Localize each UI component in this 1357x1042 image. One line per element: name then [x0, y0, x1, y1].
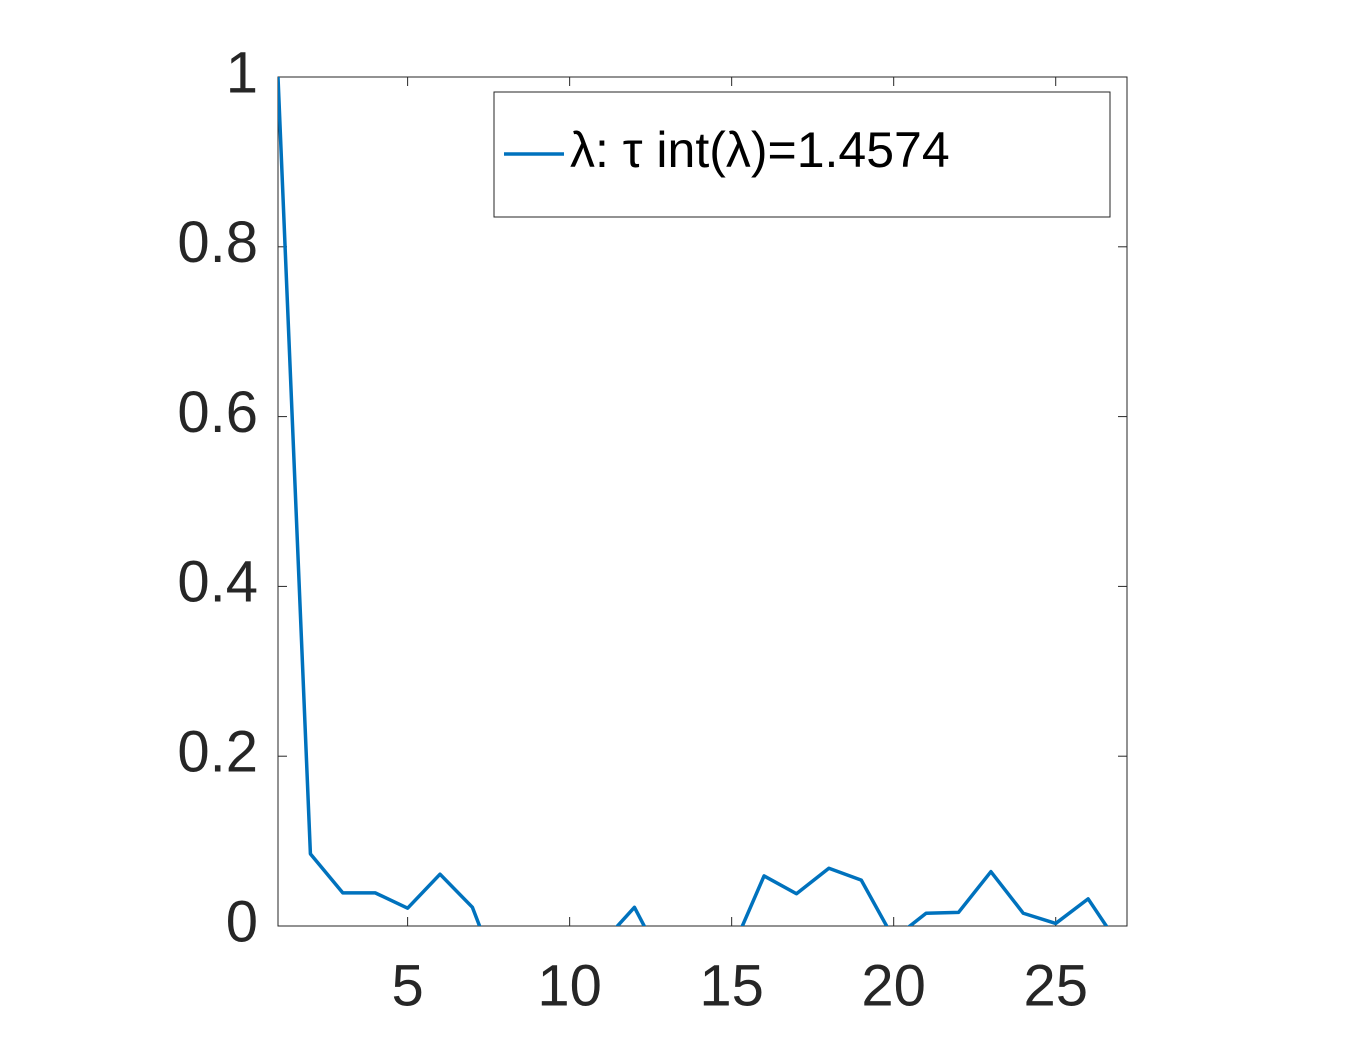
y-tick-label: 0.6 [177, 380, 258, 445]
x-tick-label: 5 [391, 953, 423, 1018]
plot-lines [278, 77, 1109, 926]
y-tick-label: 0.8 [177, 210, 258, 275]
data-line [278, 77, 1109, 926]
x-tick-label: 10 [537, 953, 602, 1018]
legend-label: λ: τ int(λ)=1.4574 [570, 122, 950, 178]
legend-box [493, 91, 1111, 218]
y-tick-label: 1 [226, 40, 258, 105]
y-tick-label: 0.2 [177, 720, 258, 785]
y-tick-label: 0.4 [177, 550, 258, 615]
y-tick-label: 0 [226, 889, 258, 954]
x-tick-label: 20 [861, 953, 926, 1018]
x-tick-label: 15 [699, 953, 764, 1018]
x-tick-label: 25 [1023, 953, 1088, 1018]
plot-area [277, 76, 1128, 927]
